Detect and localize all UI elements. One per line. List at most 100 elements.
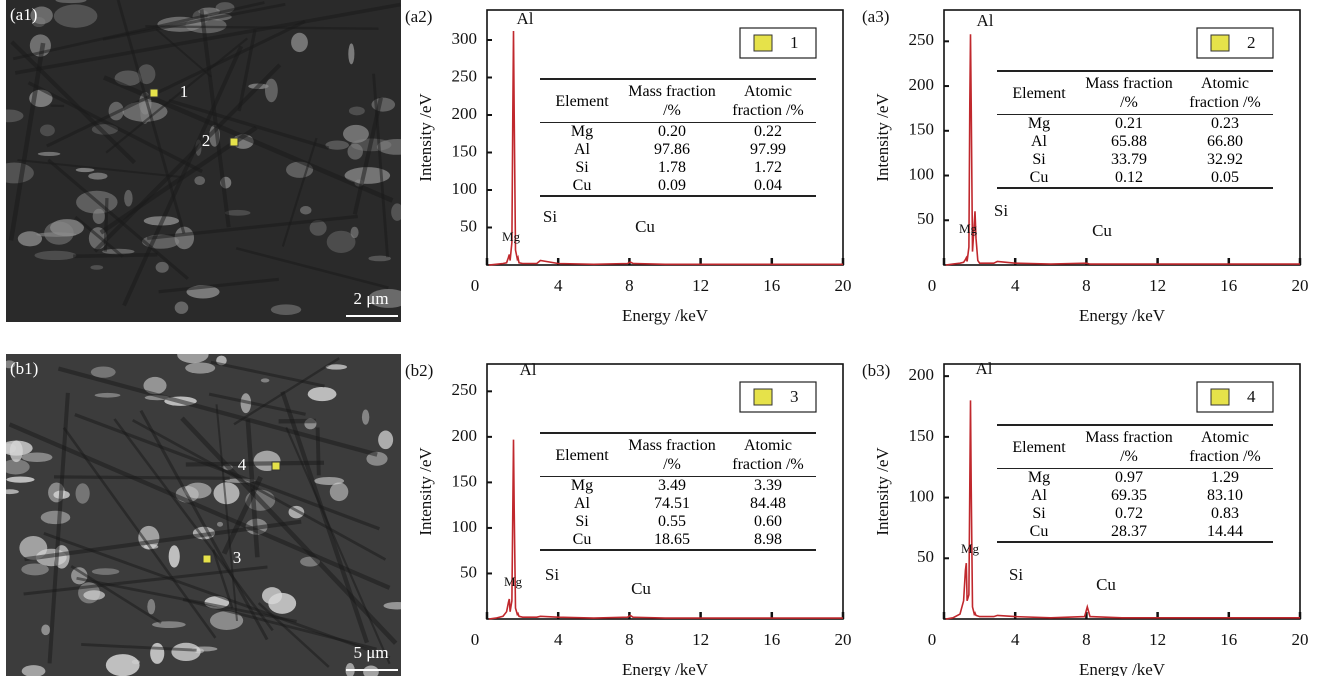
- sem-feature: [88, 173, 107, 180]
- sem-feature: [194, 176, 205, 185]
- x-tick-label: 4: [1011, 630, 1020, 649]
- table-cell: 3.39: [720, 477, 816, 496]
- sem-feature: [325, 140, 349, 149]
- scale-bar-label: 5 μm: [353, 643, 388, 662]
- figure: (a1)122 μm(b1)435 μm(a2)0481216205010015…: [0, 0, 1327, 676]
- x-tick-label: 8: [625, 276, 634, 295]
- table-header: Mass fraction /%: [1081, 71, 1177, 115]
- table-cell: Si: [997, 151, 1081, 169]
- sem-feature: [124, 190, 133, 207]
- table-cell: 0.60: [720, 513, 816, 531]
- spot-label: 4: [238, 455, 247, 474]
- table-header: Element: [997, 71, 1081, 115]
- x-tick-label: 0: [471, 276, 480, 295]
- spot-label: 2: [202, 131, 211, 150]
- x-tick-label: 0: [928, 276, 937, 295]
- sem-feature: [217, 522, 223, 527]
- x-tick-label: 4: [1011, 276, 1020, 295]
- sem-feature: [34, 251, 76, 260]
- spot-label: 3: [233, 548, 242, 567]
- table-cell: Al: [997, 487, 1081, 505]
- table-cell: 65.88: [1081, 133, 1177, 151]
- y-tick-label: 300: [452, 29, 478, 48]
- table-cell: 74.51: [624, 495, 720, 513]
- sem-feature: [38, 152, 61, 156]
- table-cell: 0.09: [624, 177, 720, 196]
- table-header: Element: [997, 425, 1081, 469]
- x-tick-label: 16: [763, 630, 780, 649]
- sem-feature: [327, 231, 356, 253]
- x-tick-label: 12: [692, 630, 709, 649]
- y-tick-label: 200: [909, 365, 935, 384]
- table-cell: Mg: [997, 469, 1081, 488]
- panel-label: (b1): [10, 359, 38, 378]
- sem-feature: [92, 568, 119, 575]
- y-axis-label: Intensity /eV: [416, 447, 435, 536]
- legend-box: [740, 382, 816, 412]
- sem-feature: [262, 587, 282, 604]
- table-header-row: ElementMass fraction /%Atomic fraction /…: [997, 71, 1273, 115]
- x-axis-label: Energy /keV: [1079, 660, 1166, 676]
- table-row: Al69.3583.10: [997, 487, 1273, 505]
- sem-streak: [54, 477, 230, 478]
- y-tick-label: 50: [917, 209, 934, 228]
- legend-box: [740, 28, 816, 58]
- table-cell: 0.55: [624, 513, 720, 531]
- sem-feature: [150, 643, 164, 664]
- x-tick-label: 0: [471, 630, 480, 649]
- table-cell: 1.78: [624, 159, 720, 177]
- x-tick-label: 20: [835, 630, 852, 649]
- spot-label: 1: [180, 82, 189, 101]
- peak-label: Si: [1009, 565, 1023, 584]
- legend-label: 2: [1247, 33, 1256, 52]
- y-tick-label: 50: [917, 547, 934, 566]
- x-tick-label: 4: [554, 630, 563, 649]
- table-header: Atomic fraction /%: [720, 433, 816, 477]
- table-cell: Al: [997, 133, 1081, 151]
- sem-feature: [378, 430, 393, 449]
- sem-image: (b1) 4 3 5 μm: [6, 354, 401, 676]
- analysis-spot: [203, 555, 211, 563]
- y-tick-label: 150: [909, 426, 935, 445]
- table-cell: 14.44: [1177, 523, 1273, 542]
- sem-feature: [156, 262, 169, 273]
- y-tick-label: 200: [909, 75, 935, 94]
- table-row: Cu18.658.98: [540, 531, 816, 550]
- table-row: Si1.781.72: [540, 159, 816, 177]
- y-tick-label: 200: [452, 104, 478, 123]
- sem-feature: [308, 387, 337, 401]
- y-axis-label: Intensity /eV: [416, 93, 435, 182]
- sem-streak: [73, 255, 157, 257]
- sem-image: (a1)122 μm: [6, 0, 401, 322]
- table-cell: 28.37: [1081, 523, 1177, 542]
- table-cell: 0.72: [1081, 505, 1177, 523]
- table-cell: 69.35: [1081, 487, 1177, 505]
- sem-feature: [291, 33, 308, 52]
- sem-feature: [83, 590, 105, 600]
- table-cell: 83.10: [1177, 487, 1273, 505]
- table-cell: 0.97: [1081, 469, 1177, 488]
- sem-streak: [318, 428, 319, 476]
- sem-feature: [41, 511, 71, 524]
- x-tick-label: 20: [1292, 276, 1309, 295]
- sem-feature: [54, 4, 98, 27]
- x-tick-label: 16: [763, 276, 780, 295]
- sem-feature: [152, 621, 186, 628]
- sem-feature: [40, 124, 55, 136]
- sem-feature: [349, 106, 365, 115]
- x-tick-label: 12: [1149, 630, 1166, 649]
- chart-panel: (a3)04812162050100150200250Energy /keVIn…: [862, 0, 1320, 330]
- table-row: Cu0.090.04: [540, 177, 816, 196]
- table-cell: 32.92: [1177, 151, 1273, 169]
- table-cell: 0.23: [1177, 115, 1273, 134]
- table-row: Mg3.493.39: [540, 477, 816, 496]
- y-tick-label: 250: [452, 66, 478, 85]
- x-axis-label: Energy /keV: [622, 660, 709, 676]
- scale-bar-label: 2 μm: [353, 289, 388, 308]
